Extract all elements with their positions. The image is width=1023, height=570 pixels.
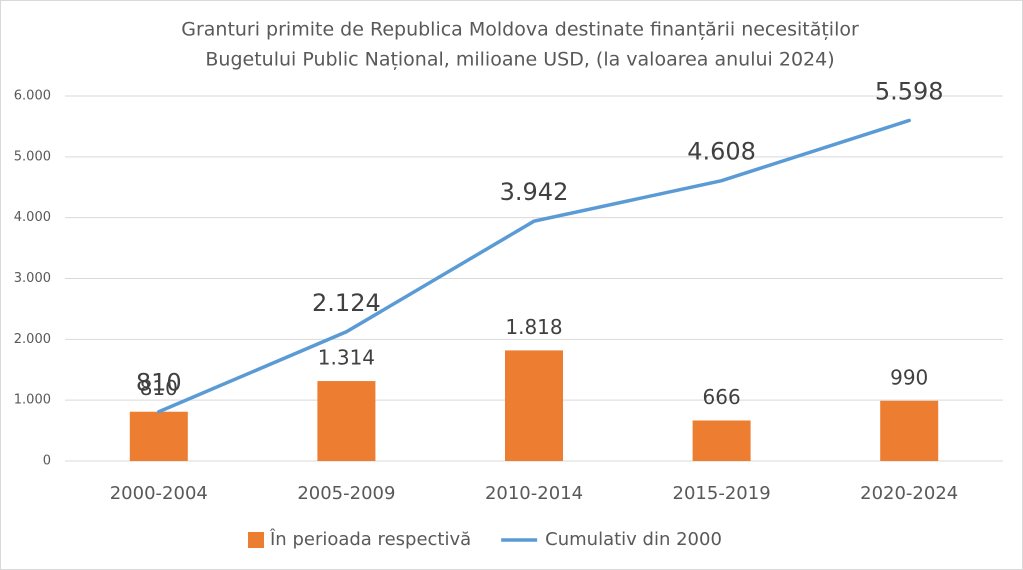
data-label: 5.598 [875,77,944,105]
bar [880,400,939,461]
bar [317,381,376,461]
legend-swatch [248,532,264,548]
data-label: 666 [703,385,741,409]
x-tick-label: 2020-2024 [860,483,958,504]
y-tick-label: 6.000 [14,89,51,104]
data-label: 810 [140,376,178,400]
data-label: 810 [136,369,182,397]
y-tick-label: 3.000 [14,271,51,286]
x-tick-label: 2010-2014 [485,483,583,504]
bar [505,350,563,461]
y-tick-label: 2.000 [14,332,51,347]
line [157,118,911,414]
x-tick-label: 2005-2009 [297,483,395,504]
data-label: 990 [890,365,928,389]
y-tick-label: 0 [43,454,51,469]
data-label: 3.942 [500,178,569,206]
chart-title: Granturi primite de Republica Moldova de… [181,19,859,41]
data-label: 2.124 [312,289,381,317]
x-tick-label: 2015-2019 [673,483,771,504]
data-label: 1.314 [318,346,375,370]
y-tick-label: 4.000 [14,210,51,225]
legend-label: În perioada respectivă [269,528,471,550]
data-label: 1.818 [505,315,562,339]
chart-title: Bugetului Public Național, milioane USD,… [205,49,834,71]
x-tick-label: 2000-2004 [110,483,208,504]
data-label: 4.608 [687,138,756,166]
y-tick-label: 5.000 [14,149,51,164]
bar [692,420,751,461]
legend-label: Cumulativ din 2000 [545,529,722,550]
y-tick-label: 1.000 [14,393,51,408]
bar [129,411,188,461]
